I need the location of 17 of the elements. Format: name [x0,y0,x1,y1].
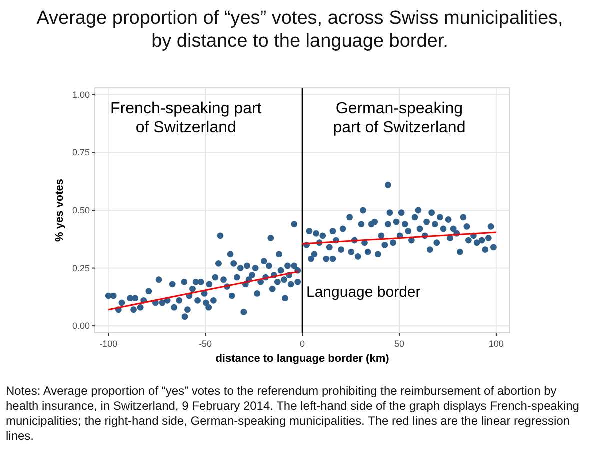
y-tick-label: 0.50 [72,206,90,216]
x-tick-label: -50 [199,339,212,349]
annotation: German-speaking part of Switzerland [333,100,466,136]
y-tick-label: 0.25 [72,263,90,274]
x-tick-label: 100 [488,339,504,349]
y-tick-label: 0.00 [72,321,90,332]
ref-line-label: Language border [306,284,421,302]
x-axis-title: distance to language border (km) [216,353,390,365]
y-tick-label: 1.00 [72,90,90,100]
y-tick-label: 0.75 [72,148,90,158]
x-tick-label: 50 [394,339,404,349]
x-tick-label: -100 [100,339,118,349]
chart-title: Average proportion of “yes” votes, across Swiss municipalities, by distance to the language border. [36,8,564,52]
x-tick-label: 0 [300,339,306,349]
text: Notes: Average proportion of “yes” votes to the referendum prohibiting the reimbursement of abortion by health insurance, in Switzerland, 9 February 2014. The left-hand side of the graph displays French-speaking municipalities; the right-hand side, German-speaking municipalities. The red lines are the linear regression lines. [6,384,580,443]
y-axis-title: % yes votes [54,179,66,242]
annotation: French-speaking part of Switzerland [110,100,262,136]
